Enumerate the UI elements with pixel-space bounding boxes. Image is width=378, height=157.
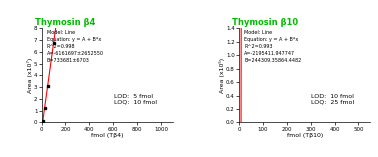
Text: Model: Line
Equation: y = A + B*x
R^2=0.998
A=-6161697±2652550
B=733681±6703: Model: Line Equation: y = A + B*x R^2=0.…: [47, 30, 104, 63]
Text: Thymosin β4: Thymosin β4: [35, 19, 95, 27]
X-axis label: fmol (Tβ4): fmol (Tβ4): [91, 133, 124, 138]
Y-axis label: Area (x10⁵): Area (x10⁵): [218, 58, 225, 93]
Text: Model: Line
Equation: y = A + B*x
R^2=0.993
A=-2195411.947747
B=244309.35864.448: Model: Line Equation: y = A + B*x R^2=0.…: [244, 30, 301, 63]
Text: LOD:  5 fmol
LOQ:  10 fmol: LOD: 5 fmol LOQ: 10 fmol: [114, 94, 157, 105]
X-axis label: fmol (Tβ10): fmol (Tβ10): [287, 133, 323, 138]
Text: Thymosin β10: Thymosin β10: [232, 19, 299, 27]
Y-axis label: Area (x10⁷): Area (x10⁷): [26, 58, 33, 93]
Text: LOD:  10 fmol
LOQ:  25 fmol: LOD: 10 fmol LOQ: 25 fmol: [311, 94, 354, 105]
